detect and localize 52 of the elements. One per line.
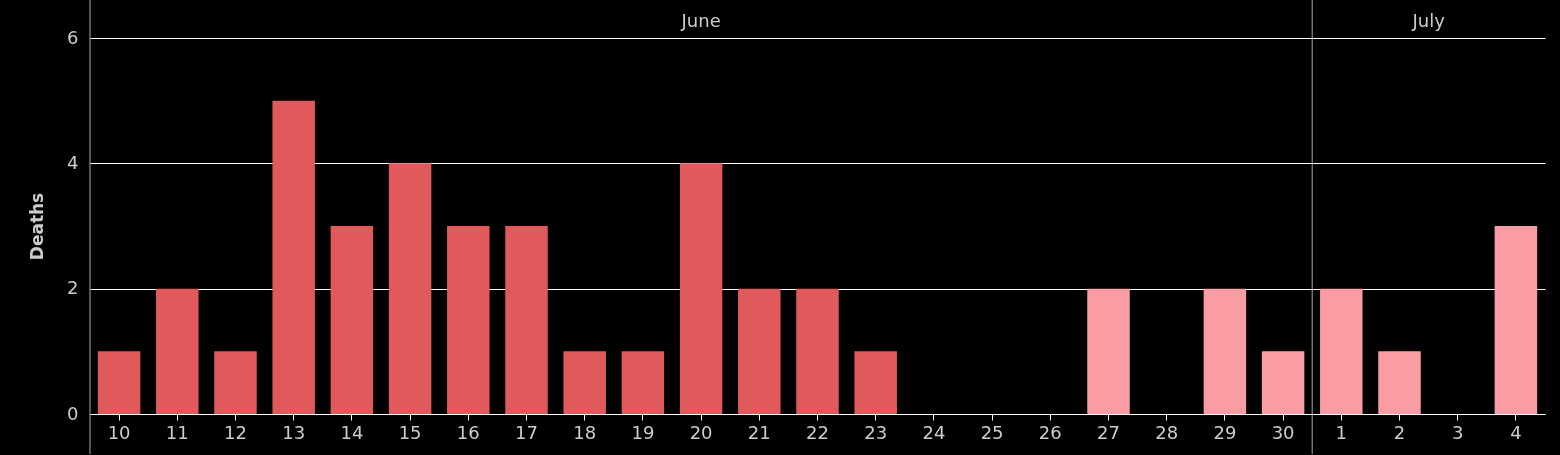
x-tick-label: 12 xyxy=(224,421,247,443)
bar xyxy=(1203,288,1247,414)
bar xyxy=(272,100,315,414)
bar xyxy=(1494,226,1538,414)
y-tick-label: 6 xyxy=(67,26,79,48)
bar xyxy=(854,351,897,414)
x-tick-label: 4 xyxy=(1510,421,1522,443)
x-tick-label: 30 xyxy=(1271,421,1295,443)
text: June xyxy=(680,10,721,31)
x-tick-label: 3 xyxy=(1451,421,1464,443)
x-tick-label: 18 xyxy=(573,421,597,443)
x-tick-label: 26 xyxy=(1038,421,1062,443)
x-tick-label: 29 xyxy=(1213,421,1237,443)
x-tick-label: 28 xyxy=(1155,421,1179,443)
x-tick-label: 21 xyxy=(747,421,771,443)
x-tick-label: 25 xyxy=(980,421,1004,443)
bar xyxy=(214,351,257,414)
x-tick-label: 14 xyxy=(340,421,364,443)
bar xyxy=(447,226,490,414)
x-tick-label: 1 xyxy=(1335,421,1348,443)
x-tick-label: 15 xyxy=(398,421,422,443)
y-tick-label: 0 xyxy=(67,402,79,424)
bar xyxy=(505,226,548,414)
y-tick-label: 2 xyxy=(67,277,79,299)
bar xyxy=(1087,288,1130,414)
bar xyxy=(621,351,665,414)
y-tick-label: 4 xyxy=(67,151,79,173)
x-tick-label: 24 xyxy=(922,421,946,443)
bar xyxy=(1261,351,1305,414)
bar xyxy=(156,288,199,414)
x-tick-label: 23 xyxy=(864,421,888,443)
bar xyxy=(679,163,723,414)
x-tick-label: 13 xyxy=(282,421,306,443)
bar xyxy=(796,288,839,414)
bar xyxy=(388,163,432,414)
bar xyxy=(1378,351,1421,414)
bar xyxy=(97,351,141,414)
x-tick-label: 2 xyxy=(1393,421,1406,443)
x-tick-label: 17 xyxy=(515,421,538,443)
bar xyxy=(738,288,781,414)
bar xyxy=(563,351,606,414)
x-tick-label: 22 xyxy=(806,421,829,443)
x-tick-label: 10 xyxy=(107,421,131,443)
x-tick-label: 19 xyxy=(631,421,655,443)
x-tick-label: 27 xyxy=(1097,421,1120,443)
x-tick-label: 11 xyxy=(165,421,189,443)
y-axis-title: Deaths xyxy=(27,192,48,261)
text: July xyxy=(1411,10,1446,31)
bar xyxy=(330,226,374,414)
bar xyxy=(1320,288,1363,414)
x-tick-label: 20 xyxy=(689,421,713,443)
x-tick-label: 16 xyxy=(456,421,480,443)
